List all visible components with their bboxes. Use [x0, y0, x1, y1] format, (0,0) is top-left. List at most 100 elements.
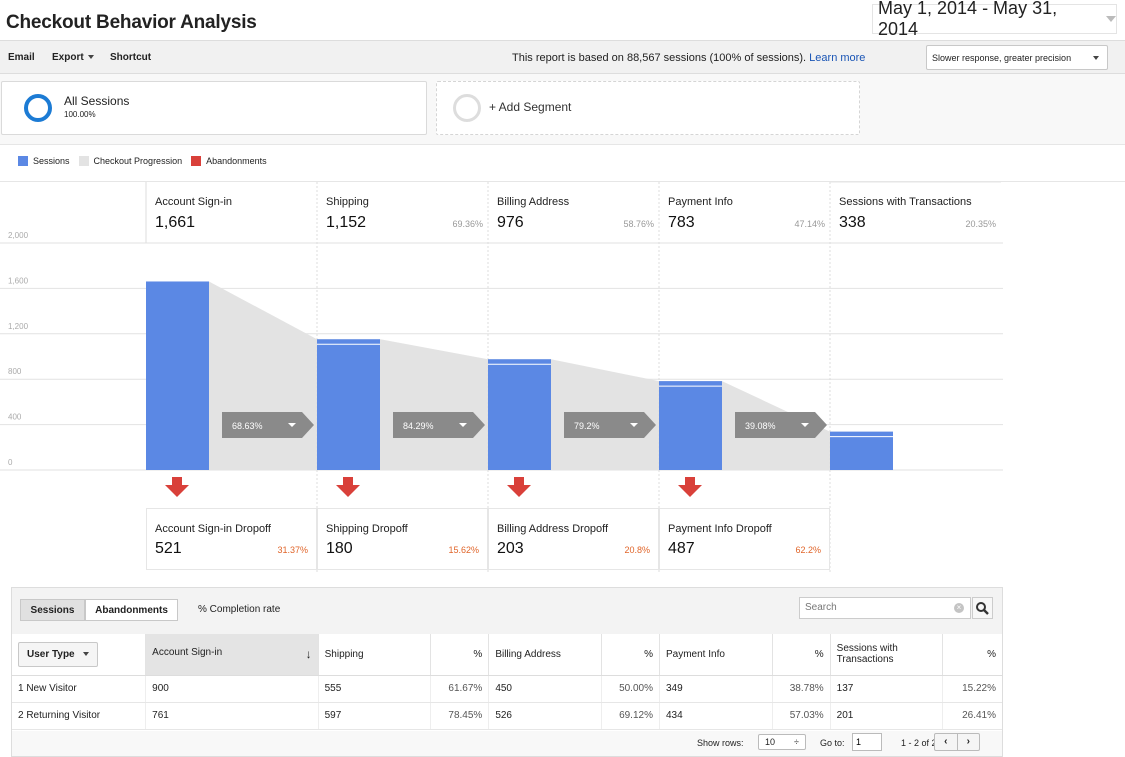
user-type-dropdown[interactable]: User Type	[18, 641, 98, 667]
tab-completion-rate[interactable]: % Completion rate	[198, 604, 281, 615]
pager-nav: ‹ ›	[934, 733, 980, 751]
table-cell: 349	[659, 675, 773, 703]
next-page-icon[interactable]: ›	[966, 736, 970, 747]
y-tick-label: 0	[8, 458, 13, 467]
y-tick-label: 800	[8, 367, 22, 376]
dropoff-arrow-icon	[336, 477, 360, 497]
bar-sessions-with-transactions	[830, 431, 893, 470]
column-header[interactable]: Sessions with Transactions	[830, 634, 944, 676]
rows-per-page-select[interactable]: 10 ÷	[758, 734, 806, 750]
row-label[interactable]: 2 Returning Visitor	[12, 702, 147, 730]
dropoff-percent: 62.2%	[795, 545, 821, 555]
table-cell: 761	[145, 702, 319, 730]
table-cell: 78.45%	[430, 702, 490, 730]
table-row: 2 Returning Visitor 761 597 78.45% 526 6…	[12, 702, 1002, 730]
export-button[interactable]: Export	[52, 52, 94, 63]
search-button[interactable]	[972, 597, 993, 619]
dropoff-card	[146, 508, 317, 570]
progression-rate: 84.29%	[403, 421, 434, 431]
go-to-page-input[interactable]	[852, 733, 882, 751]
precision-select[interactable]: Slower response, greater precision	[926, 45, 1108, 70]
tab-abandonments[interactable]: Abandonments	[85, 599, 178, 621]
chevron-down-icon	[1106, 16, 1116, 22]
row-label[interactable]: 1 New Visitor	[12, 675, 147, 703]
prev-page-icon[interactable]: ‹	[935, 734, 958, 750]
stage-name: Sessions with Transactions	[839, 196, 972, 208]
date-range-picker[interactable]: May 1, 2014 - May 31, 2014	[872, 0, 1117, 39]
dropoff-percent: 20.8%	[624, 545, 650, 555]
table-cell: 57.03%	[772, 702, 831, 730]
show-rows-label: Show rows:	[697, 738, 744, 748]
table-cell: 900	[145, 675, 319, 703]
stage-percent: 47.14%	[794, 219, 825, 229]
y-tick-label: 2,000	[8, 231, 29, 240]
shortcut-button[interactable]: Shortcut	[110, 52, 152, 63]
table-cell: 15.22%	[942, 675, 1002, 703]
precision-value: Slower response, greater precision	[932, 52, 1072, 63]
stage-value: 1,152	[326, 214, 366, 231]
progression-rate: 79.2%	[574, 421, 600, 431]
table-cell: 555	[318, 675, 432, 703]
clear-icon[interactable]: ×	[954, 603, 964, 613]
dropoff-value: 521	[155, 540, 182, 557]
progression-arrow	[222, 412, 314, 438]
column-header[interactable]: %	[772, 634, 831, 676]
search-icon	[976, 602, 989, 615]
chevron-down-icon	[288, 423, 296, 427]
bar-account-sign-in	[146, 281, 209, 470]
y-tick-label: 1,200	[8, 322, 29, 331]
tab-sessions[interactable]: Sessions	[20, 599, 85, 621]
email-button[interactable]: Email	[8, 52, 35, 63]
dropoff-arrow-icon	[678, 477, 702, 497]
table-cell: 38.78%	[772, 675, 831, 703]
chevron-down-icon	[801, 423, 809, 427]
table-row: 1 New Visitor 900 555 61.67% 450 50.00% …	[12, 675, 1002, 703]
bar-payment-info	[659, 381, 722, 470]
stage-name: Shipping	[326, 196, 369, 208]
table-cell: 434	[659, 702, 773, 730]
date-range-text: May 1, 2014 - May 31, 2014	[878, 0, 1058, 39]
column-header[interactable]: Billing Address	[488, 634, 603, 676]
segment-name: All Sessions	[64, 94, 130, 108]
dropoff-card	[659, 508, 830, 570]
search-input[interactable]: Search ×	[799, 597, 971, 619]
chevron-down-icon	[87, 55, 94, 60]
dropoff-card	[488, 508, 659, 570]
chevron-down-icon	[82, 652, 89, 657]
progression-arrow	[564, 412, 656, 438]
dropoff-name: Account Sign-in Dropoff	[155, 523, 272, 535]
column-header[interactable]: %	[942, 634, 1002, 676]
column-header[interactable]: Shipping	[318, 634, 432, 676]
segment-all-sessions[interactable]: All Sessions 100.00%	[1, 81, 427, 135]
progression-rate: 39.08%	[745, 421, 776, 431]
chevron-down-icon	[459, 423, 467, 427]
dropoff-card	[317, 508, 488, 570]
segment-percent: 100.00%	[64, 110, 96, 119]
stage-percent: 58.76%	[623, 219, 654, 229]
stage-value: 338	[839, 214, 866, 231]
progression-rate: 68.63%	[232, 421, 263, 431]
stage-value: 976	[497, 214, 524, 231]
stage-name: Billing Address	[497, 196, 570, 208]
page-range: 1 - 2 of 2	[901, 738, 937, 748]
data-table-panel: Sessions Abandonments % Completion rate …	[11, 587, 1003, 757]
column-header[interactable]: Account Sign-in ↓	[145, 634, 319, 676]
dropoff-value: 180	[326, 540, 353, 557]
progression-arrow	[735, 412, 827, 438]
dropoff-percent: 31.37%	[277, 545, 308, 555]
learn-more-link[interactable]: Learn more	[809, 52, 866, 64]
legend-swatch	[18, 156, 28, 166]
add-segment-button[interactable]: + Add Segment	[436, 81, 860, 135]
chevron-down-icon	[630, 423, 638, 427]
bar-shipping	[317, 339, 380, 470]
table-tab-bar: Sessions Abandonments % Completion rate …	[12, 588, 1002, 635]
column-header[interactable]: Payment Info	[659, 634, 773, 676]
column-header[interactable]: %	[601, 634, 660, 676]
chart-legend: Sessions Checkout Progression Abandonmen…	[18, 156, 276, 166]
table-header-row: User Type Account Sign-in ↓ Shipping % Bi…	[12, 634, 1002, 676]
table-cell: 450	[488, 675, 603, 703]
dropoff-name: Shipping Dropoff	[326, 523, 409, 535]
column-header[interactable]: %	[430, 634, 490, 676]
dropoff-name: Payment Info Dropoff	[668, 523, 773, 535]
dropoff-value: 487	[668, 540, 695, 557]
